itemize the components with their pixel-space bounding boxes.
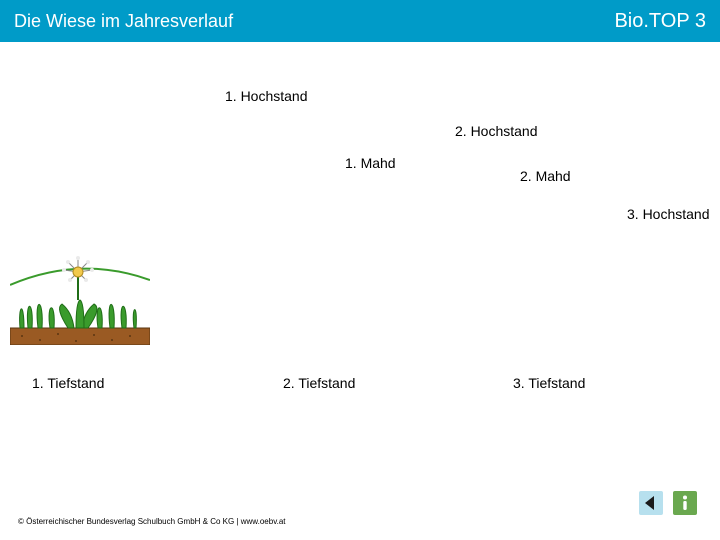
- brand-label: Bio.TOP 3: [614, 10, 706, 33]
- label-hochstand-2: 2. Hochstand: [455, 123, 538, 139]
- slide-title: Die Wiese im Jahresverlauf: [14, 11, 233, 32]
- copyright-text: © Österreichischer Bundesverlag Schulbuc…: [18, 517, 286, 526]
- label-tiefstand-3: 3. Tiefstand: [513, 375, 585, 391]
- back-button[interactable]: [638, 490, 664, 516]
- label-hochstand-3: 3. Hochstand: [627, 206, 710, 222]
- info-button[interactable]: [672, 490, 698, 516]
- info-icon: [673, 491, 697, 515]
- label-tiefstand-1: 1. Tiefstand: [32, 375, 104, 391]
- label-tiefstand-2: 2. Tiefstand: [283, 375, 355, 391]
- label-hochstand-1: 1. Hochstand: [225, 88, 308, 104]
- meadow-illustration: [10, 250, 150, 345]
- slide-header: Die Wiese im Jahresverlauf Bio.TOP 3: [0, 0, 720, 42]
- label-mahd-1: 1. Mahd: [345, 155, 396, 171]
- back-arrow-icon: [639, 491, 663, 515]
- label-mahd-2: 2. Mahd: [520, 168, 571, 184]
